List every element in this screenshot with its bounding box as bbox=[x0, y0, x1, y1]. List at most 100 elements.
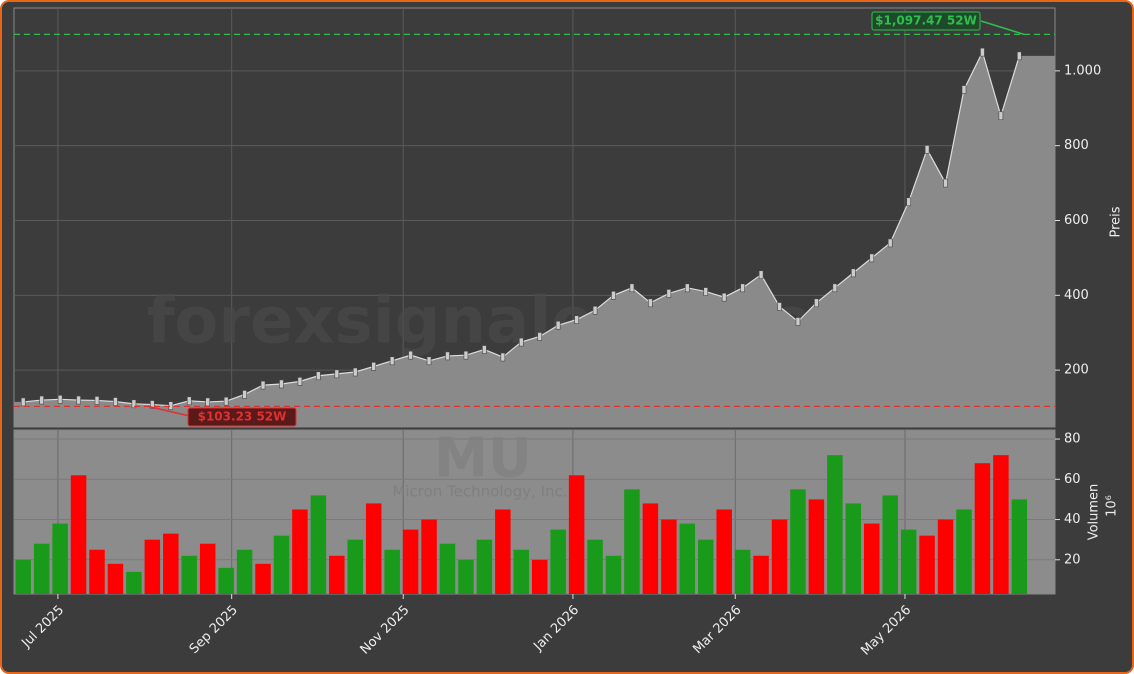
candle bbox=[131, 399, 137, 409]
price-area bbox=[14, 52, 1055, 427]
volume-bar bbox=[1011, 499, 1028, 594]
candle bbox=[980, 47, 985, 57]
volume-bar bbox=[495, 509, 511, 594]
candle bbox=[57, 395, 63, 404]
candle bbox=[943, 178, 948, 188]
volume-bar bbox=[144, 539, 161, 594]
high-label: $1,097.47 52W bbox=[875, 14, 977, 28]
volume-bar bbox=[347, 539, 364, 594]
candle bbox=[592, 305, 598, 315]
volume-bar bbox=[126, 571, 142, 594]
y-axis-label: Preis bbox=[1109, 206, 1124, 237]
volume-bar bbox=[568, 475, 585, 594]
candle bbox=[94, 396, 100, 405]
volume-bar bbox=[89, 549, 105, 594]
candle bbox=[924, 145, 930, 154]
candle bbox=[518, 337, 524, 347]
candle bbox=[703, 287, 709, 296]
candle bbox=[316, 371, 321, 381]
candle bbox=[334, 369, 340, 379]
volume-bar bbox=[605, 555, 622, 594]
candle bbox=[389, 356, 395, 366]
candle bbox=[795, 317, 801, 326]
candle bbox=[482, 345, 487, 354]
volume-bar bbox=[273, 535, 290, 594]
candle bbox=[168, 401, 174, 410]
volume-bar bbox=[679, 523, 696, 594]
y-tick-label: 80 bbox=[1064, 432, 1081, 447]
watermark-symbol: MU bbox=[434, 427, 532, 490]
y-tick-label: 600 bbox=[1064, 213, 1089, 228]
volume-bar bbox=[550, 529, 566, 594]
volume-bar bbox=[365, 503, 382, 594]
candle bbox=[76, 395, 81, 405]
volume-bar bbox=[974, 463, 991, 594]
candle bbox=[371, 362, 377, 371]
candle bbox=[869, 253, 875, 263]
high-arrow bbox=[980, 20, 1025, 36]
volume-bar bbox=[993, 455, 1009, 594]
volume-bar bbox=[882, 495, 898, 594]
volume-bar bbox=[753, 555, 769, 594]
volume-bar bbox=[421, 519, 437, 594]
candle bbox=[242, 390, 247, 399]
volume-bar bbox=[255, 563, 271, 594]
candle bbox=[555, 320, 561, 330]
volume-bar bbox=[439, 543, 456, 594]
volume-bar bbox=[661, 519, 677, 594]
candle bbox=[500, 352, 506, 362]
candle bbox=[758, 270, 764, 280]
y-axis-label: Volumen bbox=[1087, 484, 1102, 541]
candle bbox=[777, 302, 782, 311]
volume-bar bbox=[734, 549, 751, 594]
volume-bar bbox=[458, 559, 474, 594]
volume-bar bbox=[531, 559, 548, 594]
candle bbox=[279, 379, 284, 389]
volume-bar bbox=[624, 489, 640, 594]
candle bbox=[408, 350, 413, 360]
volume-bar bbox=[937, 519, 954, 594]
volume-bar bbox=[163, 533, 179, 594]
candle bbox=[537, 332, 543, 341]
candle bbox=[851, 268, 856, 278]
candle bbox=[648, 298, 653, 308]
volume-bar bbox=[107, 563, 124, 594]
volume-bar bbox=[218, 567, 234, 594]
volume-bar bbox=[790, 489, 806, 594]
volume-bar bbox=[956, 509, 972, 594]
volume-bar bbox=[199, 543, 216, 594]
y-tick-label: 200 bbox=[1064, 363, 1089, 378]
candle bbox=[629, 283, 635, 293]
volume-bar bbox=[402, 529, 419, 594]
volume-bar bbox=[827, 455, 843, 594]
y-tick-label: 800 bbox=[1064, 138, 1089, 153]
y-tick-label: 400 bbox=[1064, 288, 1089, 303]
y-tick-label: 60 bbox=[1064, 472, 1081, 487]
low-label: $103.23 52W bbox=[198, 410, 287, 424]
candle bbox=[961, 85, 967, 94]
volume-bar bbox=[900, 529, 917, 594]
volume-bar bbox=[33, 543, 50, 594]
volume-bar bbox=[716, 509, 732, 594]
volume-bar bbox=[70, 475, 87, 594]
low-label-box bbox=[187, 407, 297, 427]
candle bbox=[463, 350, 469, 360]
candle bbox=[223, 396, 229, 406]
candle bbox=[814, 298, 819, 308]
volume-bar bbox=[52, 523, 68, 594]
low-arrow bbox=[147, 405, 195, 418]
candle bbox=[611, 291, 616, 300]
candle bbox=[740, 283, 745, 293]
y-tick-label: 20 bbox=[1064, 552, 1081, 567]
volume-bar bbox=[236, 549, 253, 594]
volume-bar bbox=[476, 539, 493, 594]
candle bbox=[998, 111, 1004, 121]
volume-bar bbox=[864, 523, 880, 594]
candle bbox=[39, 395, 44, 405]
volume-bar bbox=[513, 549, 530, 594]
volume-bar bbox=[384, 549, 400, 594]
candle bbox=[297, 377, 303, 386]
volume-bar bbox=[845, 503, 862, 594]
volume-bar bbox=[292, 509, 308, 594]
candle bbox=[445, 351, 450, 361]
